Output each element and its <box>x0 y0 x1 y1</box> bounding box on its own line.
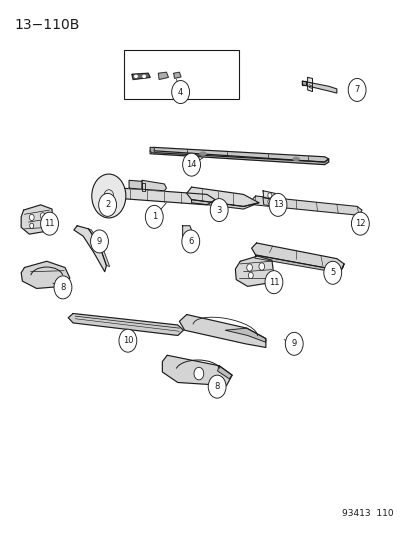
Polygon shape <box>116 188 215 205</box>
Polygon shape <box>191 200 258 209</box>
Polygon shape <box>225 328 265 342</box>
Circle shape <box>248 272 253 279</box>
Circle shape <box>181 230 199 253</box>
Polygon shape <box>179 314 265 348</box>
Polygon shape <box>186 187 258 206</box>
Text: 4: 4 <box>178 87 183 96</box>
Polygon shape <box>88 229 109 266</box>
Polygon shape <box>142 183 145 191</box>
Circle shape <box>264 271 282 294</box>
Ellipse shape <box>292 157 299 160</box>
Text: 2: 2 <box>105 200 110 209</box>
Polygon shape <box>262 198 276 206</box>
Polygon shape <box>158 72 168 79</box>
Circle shape <box>29 214 34 221</box>
Polygon shape <box>262 191 276 200</box>
Circle shape <box>258 263 264 270</box>
Circle shape <box>171 80 189 103</box>
Circle shape <box>92 174 126 218</box>
Polygon shape <box>235 256 273 286</box>
Circle shape <box>351 212 368 235</box>
Polygon shape <box>250 196 361 215</box>
Circle shape <box>182 153 200 176</box>
Circle shape <box>30 223 34 228</box>
Circle shape <box>347 78 365 101</box>
Text: 14: 14 <box>186 160 196 169</box>
Circle shape <box>285 332 302 356</box>
Text: 1: 1 <box>151 212 157 221</box>
Polygon shape <box>251 243 343 271</box>
Polygon shape <box>217 366 232 379</box>
Polygon shape <box>254 255 343 273</box>
Circle shape <box>40 212 58 235</box>
Text: 3: 3 <box>216 206 221 215</box>
Circle shape <box>40 213 45 219</box>
Text: 8: 8 <box>214 382 219 391</box>
Circle shape <box>54 276 72 299</box>
Circle shape <box>194 367 203 380</box>
Circle shape <box>246 264 252 271</box>
Text: 93413  110: 93413 110 <box>341 509 393 518</box>
Circle shape <box>145 205 163 228</box>
Circle shape <box>267 199 271 204</box>
Circle shape <box>90 230 108 253</box>
Text: 6: 6 <box>188 237 193 246</box>
Polygon shape <box>182 226 192 238</box>
Bar <box>123 50 239 99</box>
Circle shape <box>267 193 271 198</box>
Circle shape <box>323 261 341 284</box>
Polygon shape <box>150 148 154 154</box>
Text: 11: 11 <box>44 219 55 228</box>
Polygon shape <box>129 180 142 189</box>
Ellipse shape <box>199 152 206 155</box>
Text: 13−110B: 13−110B <box>14 19 79 33</box>
Polygon shape <box>74 226 106 272</box>
Polygon shape <box>162 356 232 385</box>
Text: 9: 9 <box>97 237 102 246</box>
Circle shape <box>98 193 116 216</box>
Text: 9: 9 <box>291 340 296 348</box>
Polygon shape <box>173 72 180 78</box>
Polygon shape <box>301 81 306 85</box>
Circle shape <box>268 193 286 216</box>
Text: 13: 13 <box>272 200 282 209</box>
Polygon shape <box>21 205 53 234</box>
Text: 11: 11 <box>268 278 278 287</box>
Text: 5: 5 <box>329 268 335 277</box>
Polygon shape <box>132 73 150 79</box>
Text: 10: 10 <box>122 336 133 345</box>
Polygon shape <box>21 261 70 288</box>
Text: 7: 7 <box>354 85 359 94</box>
Text: 12: 12 <box>354 219 365 228</box>
Polygon shape <box>150 148 328 162</box>
Circle shape <box>119 329 136 352</box>
Ellipse shape <box>142 75 145 77</box>
Polygon shape <box>68 313 183 335</box>
Polygon shape <box>301 81 336 93</box>
Polygon shape <box>150 150 328 165</box>
Text: 8: 8 <box>60 283 66 292</box>
Ellipse shape <box>135 75 137 77</box>
Polygon shape <box>142 180 166 191</box>
Circle shape <box>210 199 228 222</box>
Circle shape <box>208 375 225 398</box>
Polygon shape <box>307 77 312 92</box>
